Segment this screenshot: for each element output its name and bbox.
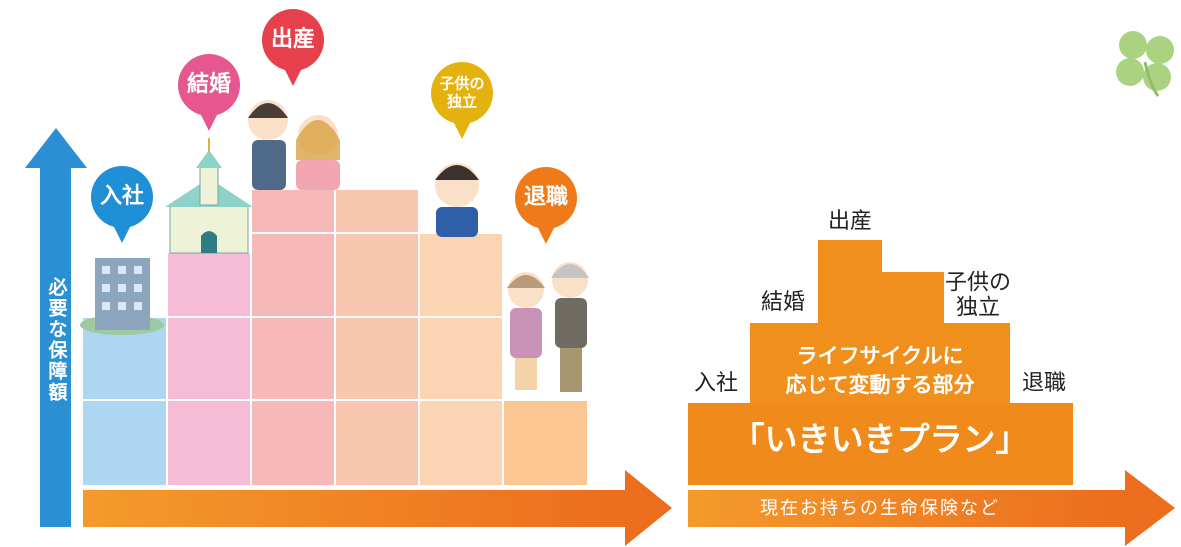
balloon-label: 入社: [100, 183, 144, 209]
stage-label: 退職: [1022, 371, 1066, 396]
stage-label: 独立: [956, 296, 1000, 321]
variable-part: ライフサイクルに: [797, 344, 964, 368]
base-label: 現在お持ちの生命保険など: [760, 498, 1000, 519]
stage-label: 結婚: [761, 290, 805, 315]
balloon-label: 結婚: [187, 71, 231, 97]
variable-part: 応じて変動する部分: [786, 373, 975, 397]
stage-label: 子供の: [945, 271, 1011, 296]
column: [335, 190, 419, 485]
balloon-label: 独立: [447, 93, 477, 111]
column: [251, 190, 335, 485]
stage-label: 入社: [694, 371, 738, 396]
column: [503, 400, 587, 485]
infographic: 必要な保障額 入社結婚出産子供の独立退職 現在お持ちの生命保険など 「いきいきプ…: [0, 0, 1181, 547]
stage-label: 出産: [828, 209, 872, 234]
column: [167, 253, 251, 485]
column: [419, 233, 503, 485]
plan-name: 「いきいきプラン」: [732, 420, 1029, 459]
balloon-label: 子供の: [439, 75, 484, 93]
balloon-label: 出産: [271, 26, 315, 52]
y-axis-arrow: 必要な保障額: [25, 128, 87, 527]
balloon-label: 退職: [524, 184, 568, 210]
axis-label: 必要な保障額: [46, 276, 69, 403]
plan-chart: 現在お持ちの生命保険など 「いきいきプラン」 ライフサイクルに 応じて変動する部…: [688, 209, 1175, 546]
clover-icon: [1116, 31, 1174, 96]
base-arrow-head: [1125, 470, 1175, 546]
